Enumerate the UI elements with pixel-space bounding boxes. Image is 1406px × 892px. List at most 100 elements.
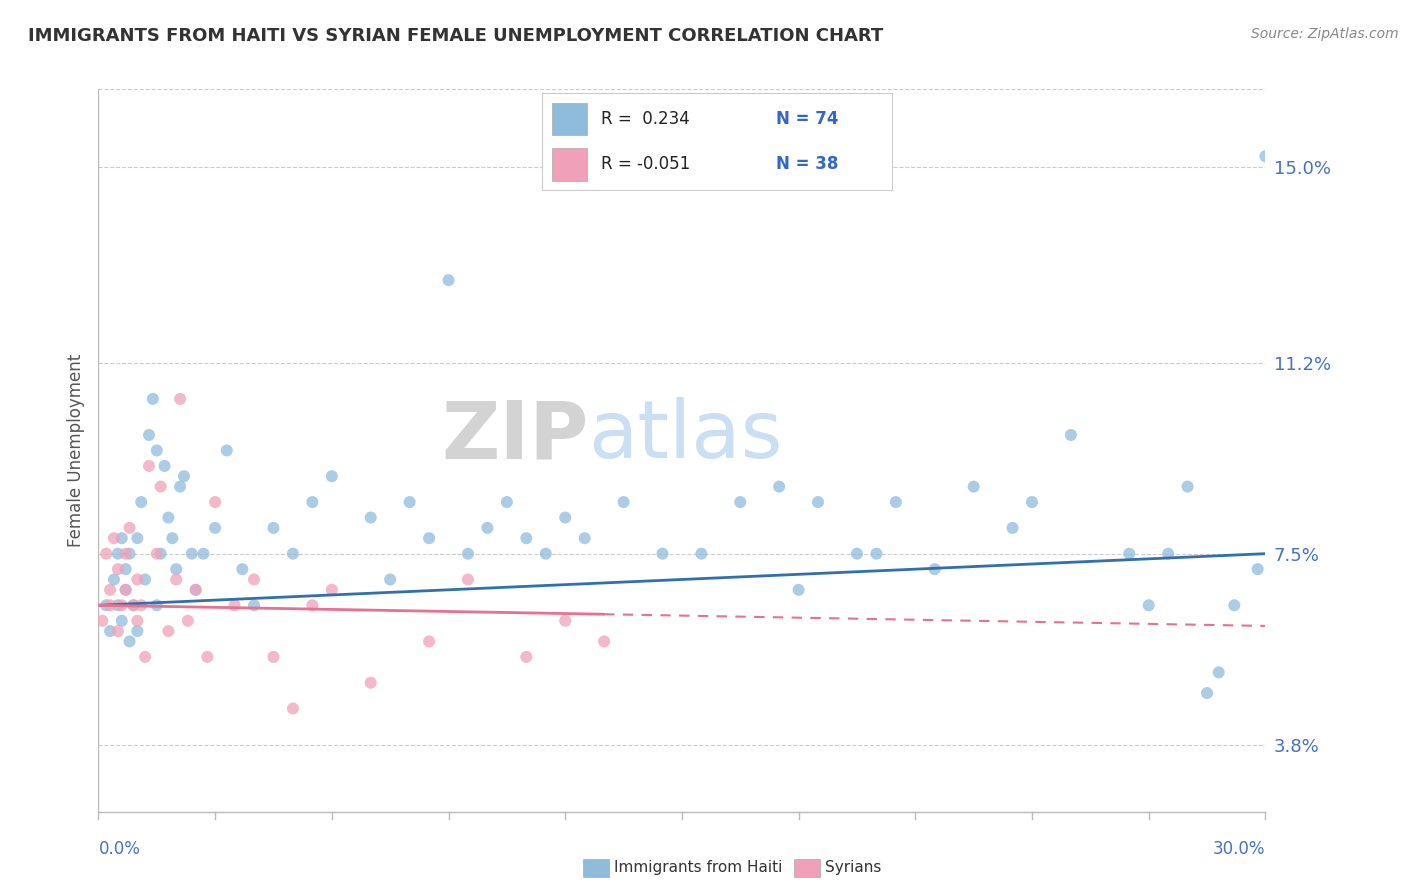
Text: N = 38: N = 38 (776, 155, 839, 173)
Point (127, 531, 149, 545)
Point (127, 624, 149, 639)
Point (91, 614, 114, 628)
Point (1246, 562, 1268, 576)
Text: Immigrants from Haiti: Immigrants from Haiti (614, 861, 783, 875)
Point (1223, 599, 1246, 613)
Point (165, 573, 187, 587)
Point (1118, 547, 1140, 561)
Text: atlas: atlas (589, 397, 783, 475)
Point (787, 582, 810, 597)
Point (134, 573, 156, 587)
Point (162, 531, 184, 545)
Point (534, 547, 557, 561)
Point (477, 521, 499, 535)
Point (107, 562, 129, 576)
Text: R = -0.051: R = -0.051 (602, 155, 690, 173)
Point (157, 510, 180, 524)
Y-axis label: Female Unemployment: Female Unemployment (66, 354, 84, 547)
Point (169, 480, 191, 494)
Point (146, 547, 169, 561)
Point (1208, 665, 1230, 680)
Point (118, 547, 141, 561)
Point (98, 599, 121, 613)
Text: Syrians: Syrians (825, 861, 882, 875)
Point (142, 392, 165, 406)
Point (111, 614, 134, 628)
Point (243, 599, 266, 613)
Point (1060, 428, 1083, 442)
Point (574, 531, 596, 545)
Point (1177, 480, 1199, 494)
Point (437, 273, 460, 287)
Point (111, 599, 134, 613)
Point (122, 599, 145, 613)
Point (129, 599, 152, 613)
Point (107, 599, 129, 613)
Point (690, 547, 713, 561)
Point (184, 582, 207, 597)
Point (193, 547, 215, 561)
Point (107, 547, 129, 561)
Point (114, 582, 136, 597)
Point (243, 573, 266, 587)
Point (845, 547, 868, 561)
Point (457, 573, 479, 587)
Point (281, 701, 304, 715)
Point (114, 562, 136, 576)
Point (884, 495, 907, 509)
Point (380, 573, 402, 587)
Point (195, 649, 218, 664)
Point (215, 443, 238, 458)
Point (146, 599, 169, 613)
Point (146, 443, 169, 458)
Point (515, 649, 537, 664)
Point (398, 495, 420, 509)
Point (118, 634, 141, 648)
Point (134, 649, 156, 664)
Point (360, 510, 382, 524)
Point (262, 521, 284, 535)
Point (1254, 149, 1277, 163)
Point (118, 521, 141, 535)
Point (107, 624, 129, 639)
Point (103, 573, 125, 587)
Text: ZIP: ZIP (441, 397, 589, 475)
Point (138, 458, 160, 473)
Point (554, 510, 576, 524)
Point (165, 562, 187, 576)
Point (321, 582, 343, 597)
Text: IMMIGRANTS FROM HAITI VS SYRIAN FEMALE UNEMPLOYMENT CORRELATION CHART: IMMIGRANTS FROM HAITI VS SYRIAN FEMALE U… (28, 27, 883, 45)
Point (1157, 547, 1180, 561)
Point (138, 428, 160, 442)
Point (127, 614, 149, 628)
Point (593, 634, 616, 648)
Point (204, 495, 226, 509)
Point (301, 599, 323, 613)
Text: 30.0%: 30.0% (1213, 840, 1265, 858)
Point (515, 531, 537, 545)
Point (418, 634, 440, 648)
Point (612, 495, 634, 509)
Point (262, 649, 284, 664)
Point (157, 624, 180, 639)
Point (114, 547, 136, 561)
Text: R =  0.234: R = 0.234 (602, 110, 690, 128)
Point (924, 562, 946, 576)
Point (180, 547, 202, 561)
Point (651, 547, 673, 561)
Point (865, 547, 887, 561)
Point (457, 547, 479, 561)
Point (177, 614, 200, 628)
FancyBboxPatch shape (553, 103, 588, 135)
Point (127, 573, 149, 587)
Text: 0.0%: 0.0% (98, 840, 141, 858)
Point (149, 547, 172, 561)
Point (231, 562, 253, 576)
Point (807, 495, 830, 509)
Point (204, 521, 226, 535)
Point (360, 675, 382, 690)
Point (96, 547, 118, 561)
Point (169, 392, 191, 406)
Point (173, 469, 195, 483)
Point (554, 614, 576, 628)
